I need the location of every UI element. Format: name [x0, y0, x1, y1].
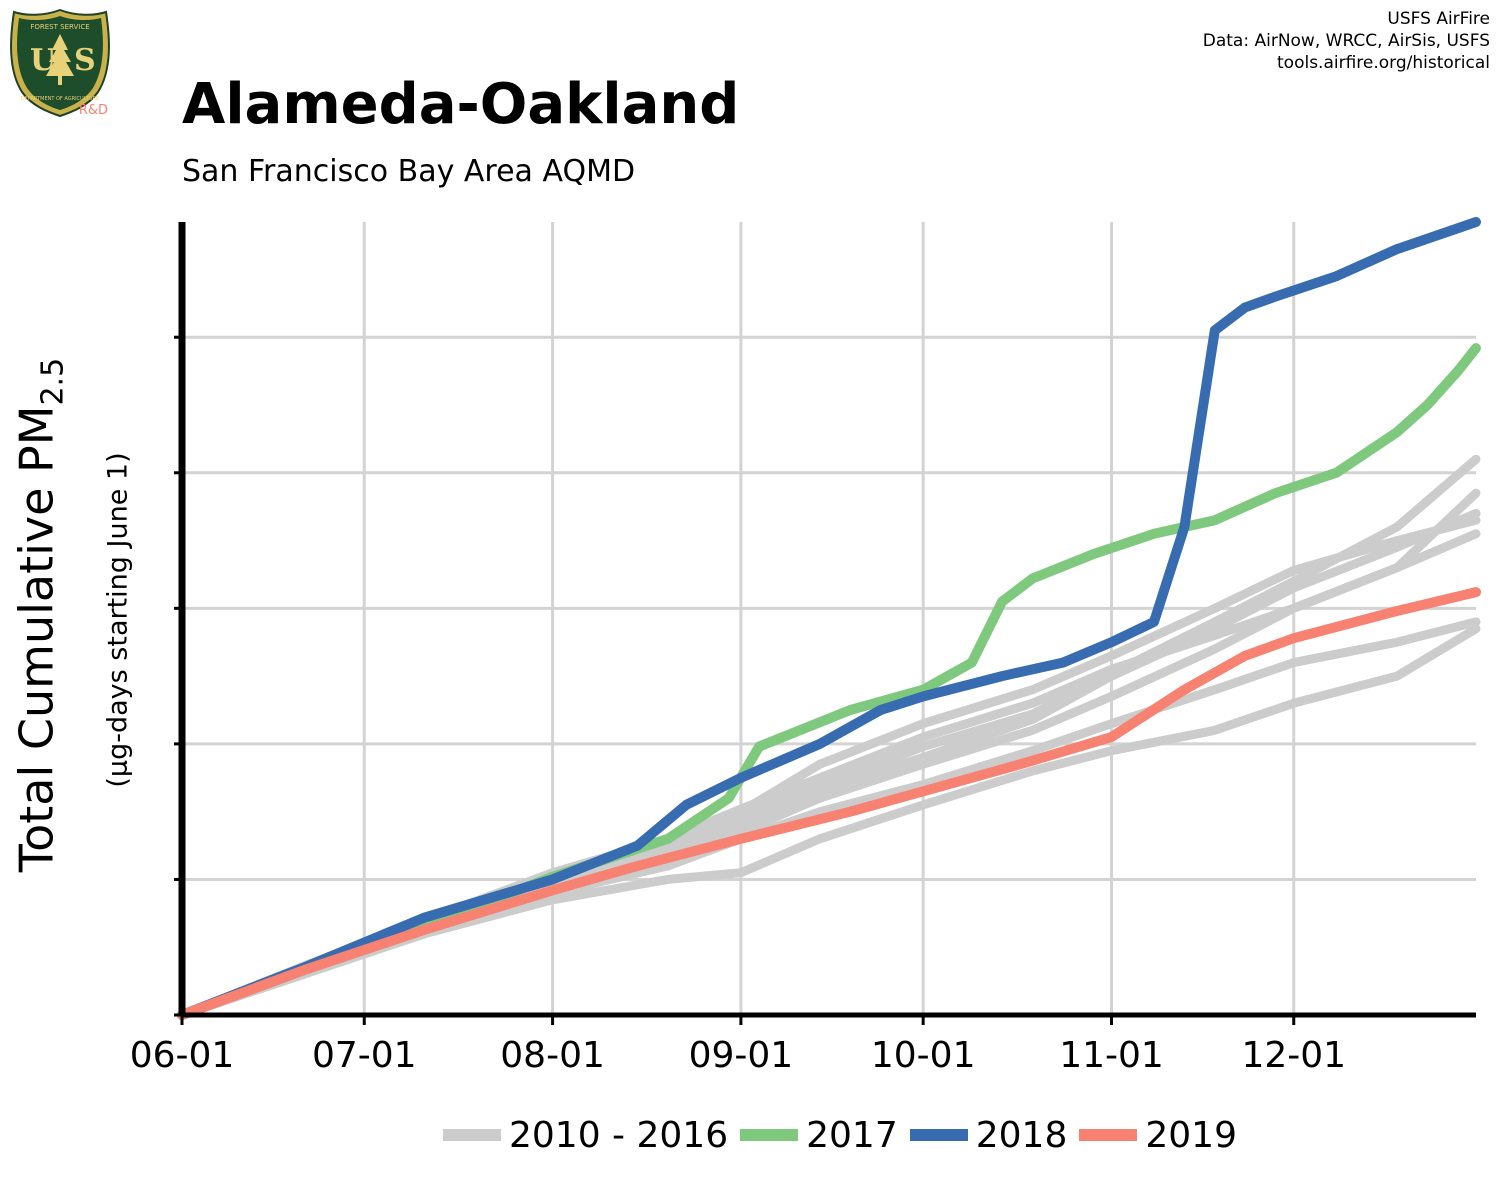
series-lines	[177, 217, 1481, 1020]
legend-label-2019: 2019	[1145, 1114, 1237, 1156]
logo-bottom-text: DEPARTMENT OF AGRICULTURE	[21, 96, 99, 102]
x-tick-label: 07-01	[312, 1035, 417, 1076]
legend: 2010 - 2016 2017 2018 2019	[0, 1112, 1500, 1158]
logo-rd-tag: R&D	[79, 103, 108, 118]
x-tick-label: 12-01	[1241, 1035, 1346, 1076]
svg-text:S: S	[74, 43, 96, 78]
legend-item-2017: 2017	[740, 1115, 898, 1156]
x-tick-label: 09-01	[689, 1035, 794, 1076]
legend-item-2019: 2019	[1079, 1115, 1237, 1156]
axes	[174, 222, 1476, 1025]
x-tick-label: 06-01	[130, 1035, 235, 1076]
legend-label-2010-2016: 2010 - 2016	[509, 1114, 729, 1156]
cumulative-pm25-chart: 06-01 07-01 08-01 09-01 10-01 11-01 12-01	[130, 217, 1481, 1076]
legend-item-2010-2016: 2010 - 2016	[443, 1115, 728, 1156]
x-tick-label: 08-01	[500, 1035, 605, 1076]
legend-swatch-2017	[740, 1129, 799, 1141]
x-tick-labels: 06-01 07-01 08-01 09-01 10-01 11-01 12-01	[130, 1035, 1346, 1076]
legend-swatch-2010-2016	[443, 1129, 501, 1141]
legend-label-2017: 2017	[806, 1114, 898, 1156]
usfs-shield-logo: U S FOREST SERVICE DEPARTMENT OF AGRICUL…	[10, 8, 110, 118]
series-line-2018-8	[177, 217, 1481, 1020]
legend-swatch-2018	[909, 1129, 968, 1141]
legend-item-2018: 2018	[909, 1114, 1068, 1156]
series-line-2017-7	[177, 343, 1481, 1020]
chart-title: Alameda-Oakland	[182, 72, 740, 137]
credits: USFS AirFire Data: AirNow, WRCC, AirSis,…	[1203, 8, 1490, 74]
credit-org: USFS AirFire	[1387, 9, 1490, 29]
x-tick-label: 10-01	[871, 1035, 976, 1076]
credit-url: tools.airfire.org/historical	[1277, 53, 1490, 73]
credit-data-sources: Data: AirNow, WRCC, AirSis, USFS	[1202, 31, 1490, 51]
x-tick-label: 11-01	[1059, 1035, 1164, 1076]
logo-top-text: FOREST SERVICE	[30, 23, 89, 31]
legend-label-2018: 2018	[975, 1114, 1068, 1156]
legend-swatch-2019	[1079, 1129, 1138, 1141]
series-line-2019-9	[177, 587, 1481, 1020]
chart-subtitle: San Francisco Bay Area AQMD	[182, 154, 636, 189]
